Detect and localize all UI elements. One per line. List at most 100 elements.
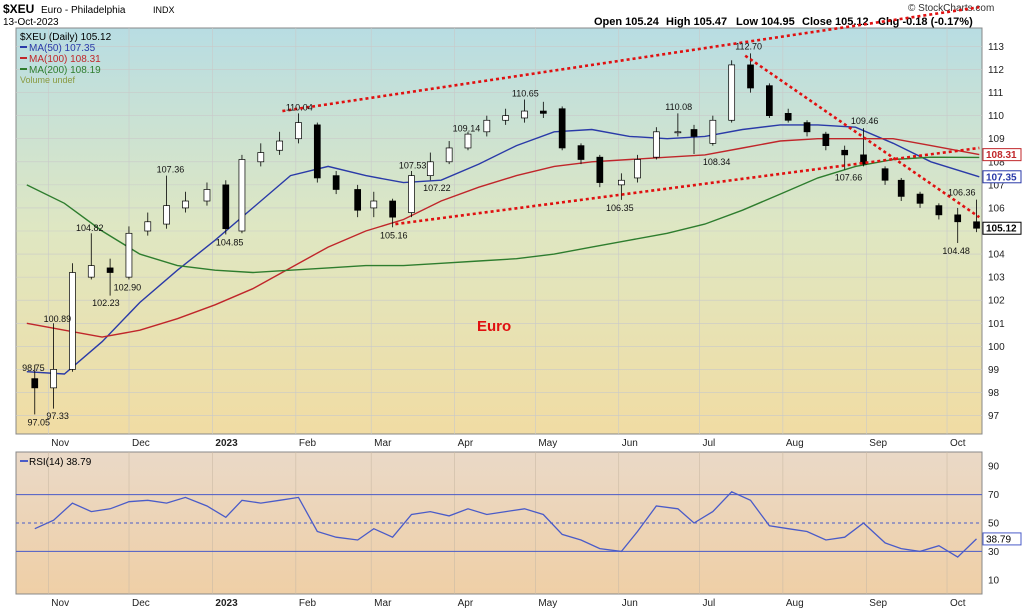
- candle-body: [822, 133, 830, 146]
- date-axis-top: Nov Dec 2023 Feb Mar Apr May Jun Jul Aug Sep Oct: [51, 438, 966, 449]
- price-label: 109.46: [851, 116, 879, 126]
- date-tick-label: May: [538, 438, 557, 449]
- price-tick-label: 113: [988, 42, 1004, 53]
- candle-body: [106, 267, 114, 273]
- candle-body: [881, 168, 889, 181]
- chart-name: Euro - Philadelphia: [41, 5, 126, 16]
- ma-line-100: [26, 137, 980, 338]
- rsi-tick-label: 90: [988, 462, 1000, 473]
- candle-body: [313, 124, 321, 179]
- candle-body: [445, 147, 453, 163]
- price-label: 97.33: [46, 411, 69, 421]
- legend-main: $XEU (Daily) 105.12: [20, 32, 112, 43]
- ma50-tag-box: [982, 170, 1022, 184]
- date-tick-label: Feb: [299, 438, 317, 449]
- candle-body: [483, 119, 491, 133]
- price-label: 106.35: [606, 203, 634, 213]
- date-tick-label: 2023: [215, 438, 238, 449]
- candle-body: [860, 154, 867, 165]
- candle-body: [50, 369, 57, 389]
- price-label: 102.90: [114, 282, 142, 292]
- rsi-tag-box: [982, 532, 1022, 546]
- rsi-tick-label: 70: [988, 490, 1000, 501]
- rsi-date-tick-label: Sep: [869, 598, 887, 609]
- candle-body: [521, 110, 528, 119]
- candle-body: [276, 140, 283, 151]
- rsi-tick-label: 50: [988, 519, 1000, 530]
- candle-body: [238, 159, 246, 232]
- price-label: 107.36: [157, 165, 185, 175]
- chart-exchange: INDX: [153, 5, 175, 15]
- price-label: 105.16: [380, 230, 408, 240]
- rsi-date-tick-label: Jun: [622, 598, 638, 609]
- close-tag: 105.12: [986, 224, 1017, 235]
- candle-body: [370, 200, 378, 209]
- price-labels: 97.05 98.75 100.89 97.33 104.82 102.23 102.90 1…: [22, 41, 975, 427]
- price-tick-label: 111: [988, 88, 1004, 99]
- rsi-axis: 10 30 50 70 90: [988, 462, 1000, 587]
- price-tick-label: 99: [988, 365, 1000, 376]
- price-label: 110.04: [286, 103, 313, 113]
- chart-symbol: $XEU: [3, 2, 34, 16]
- rsi-tag: 38.79: [986, 534, 1011, 545]
- price-grid: [16, 28, 982, 434]
- price-tick-label: 110: [988, 111, 1004, 122]
- price-tick-label: 102: [988, 296, 1005, 307]
- price-label: 107.66: [835, 173, 863, 183]
- candle-body: [577, 145, 585, 160]
- candle-body: [408, 175, 415, 213]
- candle-body: [69, 272, 76, 370]
- candle-body: [596, 156, 604, 183]
- ohlc-change: Chg -0.18 (-0.17%): [878, 16, 973, 28]
- rsi-polyline: [34, 491, 977, 558]
- rsi-date-tick-label: Oct: [950, 598, 966, 609]
- candle-body: [618, 179, 625, 186]
- trendline: [744, 54, 981, 219]
- rsi-date-tick-label: Nov: [51, 598, 69, 609]
- rsi-date-tick-label: Jul: [702, 598, 715, 609]
- candle-body: [354, 189, 362, 211]
- price-tick-label: 97: [988, 411, 1000, 422]
- candle-body: [222, 184, 230, 230]
- candle-body: [634, 159, 641, 179]
- ohlc-high: High 105.47: [666, 16, 727, 28]
- watermark: © StockCharts.com: [908, 3, 994, 14]
- price-label: 102.23: [92, 298, 120, 308]
- candle-body: [674, 131, 682, 134]
- candle-body: [464, 133, 472, 149]
- candle-body: [144, 221, 152, 232]
- price-label: 98.75: [22, 363, 45, 373]
- ma50-tag: 107.35: [986, 172, 1017, 183]
- candle-body: [502, 115, 510, 121]
- trendline: [395, 146, 980, 226]
- candle-body: [690, 129, 698, 137]
- price-label: 110.08: [665, 102, 692, 112]
- date-tick-label: Jun: [622, 438, 638, 449]
- ohlc-open: Open 105.24: [594, 16, 660, 28]
- price-tick-label: 98: [988, 388, 1000, 399]
- legend-ma100: MA(100) 108.31: [29, 54, 101, 65]
- price-label: 106.36: [948, 188, 976, 198]
- price-label: 104.85: [216, 237, 244, 247]
- rsi-date-tick-label: Mar: [374, 598, 392, 609]
- ma-line-200: [26, 156, 980, 274]
- price-label: 112.70: [735, 41, 762, 51]
- date-tick-label: Sep: [869, 438, 887, 449]
- rsi-date-tick-label: 2023: [215, 598, 238, 609]
- price-tick-label: 103: [988, 273, 1005, 284]
- price-label: 104.82: [76, 223, 104, 233]
- candle-body: [973, 221, 980, 229]
- rsi-date-tick-label: May: [538, 598, 557, 609]
- candle-body: [87, 265, 95, 278]
- price-label: 107.22: [423, 183, 451, 193]
- ohlc-low: Low 104.95: [736, 16, 795, 28]
- euro-annotation: Euro: [477, 318, 511, 335]
- candle-body: [784, 113, 792, 121]
- rsi-grid: [16, 452, 982, 594]
- ma100-tag-box: [982, 148, 1022, 162]
- ma100-tag: 108.31: [986, 150, 1017, 161]
- legend-ma50: MA(50) 107.35: [29, 43, 96, 54]
- price-label: 97.05: [28, 417, 51, 427]
- date-tick-label: Nov: [51, 438, 69, 449]
